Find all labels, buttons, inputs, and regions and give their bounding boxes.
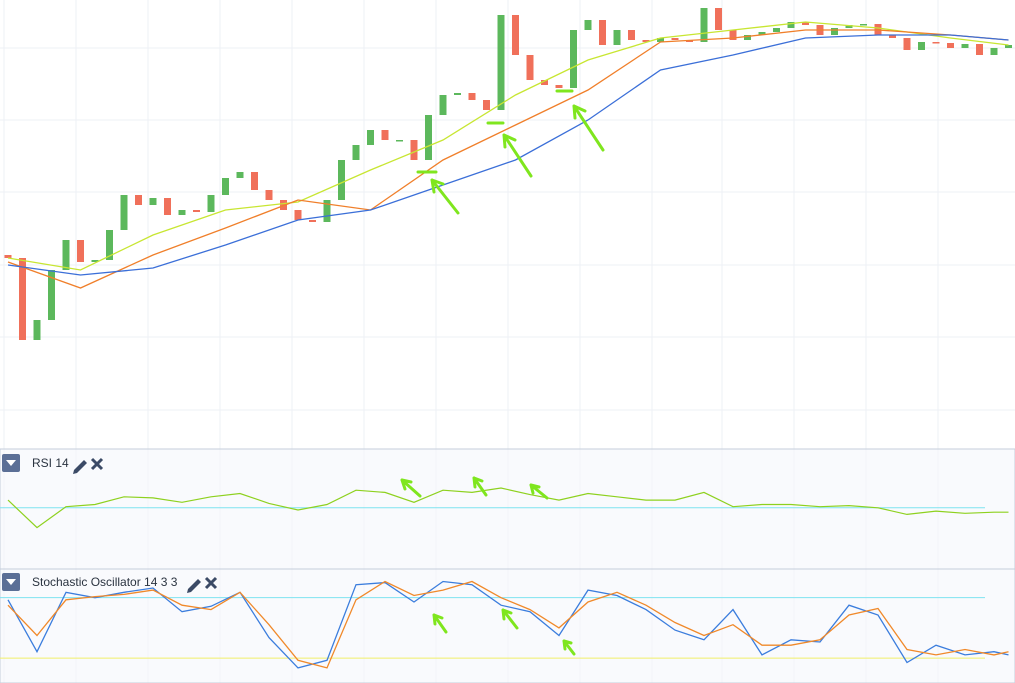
candle (33, 320, 41, 340)
candle (367, 130, 374, 145)
annotations (400, 89, 605, 656)
candle (135, 195, 142, 205)
candle (4, 255, 12, 258)
candle (773, 28, 780, 32)
candle (468, 93, 476, 100)
candle (91, 260, 99, 262)
stoch-panel (0, 568, 1015, 683)
candle (77, 240, 84, 262)
candle (309, 220, 316, 222)
candle (990, 48, 998, 55)
candle (381, 130, 389, 140)
plot-layer (0, 8, 1012, 669)
moving-average (7, 34, 1009, 276)
candle (425, 115, 432, 160)
candle (497, 15, 505, 110)
candle (410, 140, 418, 160)
rsi-panel (0, 448, 1015, 570)
candle (932, 42, 940, 44)
edit-icon[interactable] (187, 579, 201, 593)
candle (106, 230, 113, 260)
candle (831, 28, 838, 35)
candle (976, 44, 983, 55)
candle (903, 38, 911, 50)
candle (483, 100, 490, 110)
candle (744, 35, 751, 40)
candle (454, 93, 461, 95)
candle (802, 22, 809, 25)
candle (599, 20, 606, 45)
candle (149, 198, 157, 205)
moving-average (7, 21, 1009, 271)
panel-label: Stochastic Oscillator 14 3 3 (32, 575, 178, 589)
candle (251, 172, 258, 190)
candle (193, 210, 200, 212)
candle (236, 172, 244, 178)
candle (555, 85, 563, 88)
candle (700, 8, 708, 42)
candle (352, 145, 360, 160)
close-icon[interactable] (90, 457, 104, 471)
candle (323, 200, 331, 222)
candle (164, 198, 171, 215)
stoch-line (7, 580, 1009, 669)
candle (642, 40, 650, 42)
candle (584, 20, 592, 30)
stoch-line (7, 580, 1009, 669)
candle (512, 15, 519, 55)
candle (178, 210, 186, 215)
candle (62, 240, 70, 270)
candle (961, 44, 969, 48)
candle (947, 43, 954, 48)
candle (860, 24, 867, 26)
candle (671, 38, 679, 40)
candle (613, 30, 621, 45)
candle (628, 30, 635, 40)
rsi-header: RSI 14 (2, 454, 104, 474)
candle (541, 80, 548, 85)
candle (889, 35, 896, 38)
candle (265, 190, 273, 200)
candle (787, 22, 795, 28)
stoch-header: Stochastic Oscillator 14 3 3 (2, 573, 218, 593)
candle (19, 258, 26, 340)
candle (715, 8, 722, 30)
candle (294, 210, 302, 220)
moving-average (7, 29, 1009, 289)
rsi-line (7, 487, 1009, 529)
candle (845, 25, 853, 28)
candle (570, 30, 577, 88)
candle (526, 55, 534, 80)
candle (1005, 45, 1012, 48)
candle (657, 38, 664, 42)
candle (222, 178, 229, 195)
close-icon[interactable] (204, 576, 218, 590)
candle (758, 32, 766, 35)
candle (439, 95, 447, 115)
candle (338, 160, 345, 200)
panel-label: RSI 14 (32, 456, 69, 470)
candle (207, 195, 215, 212)
edit-icon[interactable] (73, 460, 87, 474)
candle (48, 270, 55, 320)
candle (729, 30, 737, 40)
candle (918, 42, 925, 50)
candle (396, 140, 403, 142)
candle (120, 195, 128, 230)
